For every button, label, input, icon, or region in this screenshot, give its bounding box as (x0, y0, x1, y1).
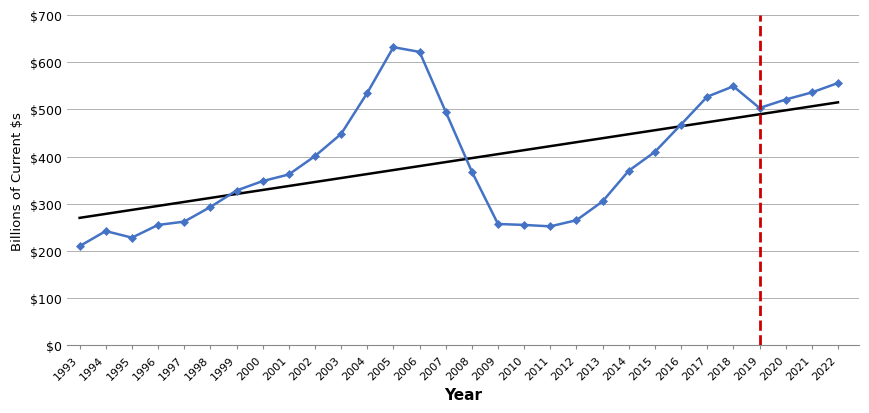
Y-axis label: Billions of Current $s: Billions of Current $s (11, 112, 24, 250)
X-axis label: Year: Year (443, 387, 481, 402)
